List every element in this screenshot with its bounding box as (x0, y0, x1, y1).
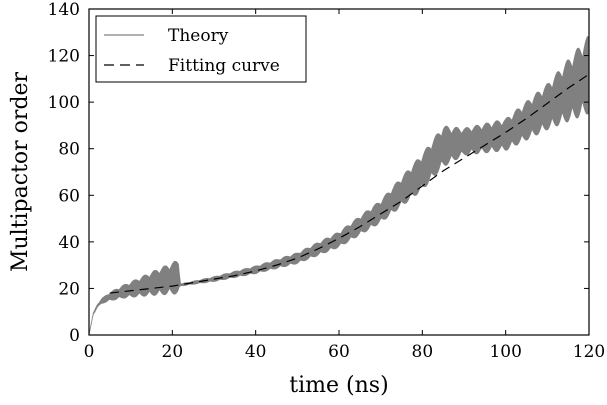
fitting-curve-line (109, 73, 590, 294)
x-tick-label: 80 (412, 342, 434, 362)
x-tick-label: 60 (328, 342, 350, 362)
x-tick-label: 120 (573, 342, 605, 362)
x-tick-label: 0 (84, 342, 95, 362)
y-axis-label: Multipactor order (8, 71, 33, 272)
legend: Theory Fitting curve (95, 15, 307, 83)
legend-label-theory: Theory (168, 26, 229, 46)
theory-line (88, 36, 590, 336)
y-tick-label: 20 (58, 279, 80, 299)
y-tick-label: 140 (48, 0, 80, 20)
x-axis-label: time (ns) (289, 373, 388, 398)
legend-label-fitting-curve: Fitting curve (168, 56, 280, 76)
y-tick-label: 80 (58, 140, 80, 160)
x-tick-label: 100 (489, 342, 521, 362)
y-tick-label: 0 (69, 326, 80, 346)
legend-box (95, 15, 307, 83)
x-tick-label: 20 (162, 342, 184, 362)
y-tick-label: 40 (58, 233, 80, 253)
y-tick-label: 120 (48, 47, 80, 67)
y-tick-label: 60 (58, 186, 80, 206)
x-tick-label: 40 (245, 342, 267, 362)
y-tick-label: 100 (48, 93, 80, 113)
fitting-curve-series (109, 73, 590, 294)
theory-series (88, 36, 590, 336)
